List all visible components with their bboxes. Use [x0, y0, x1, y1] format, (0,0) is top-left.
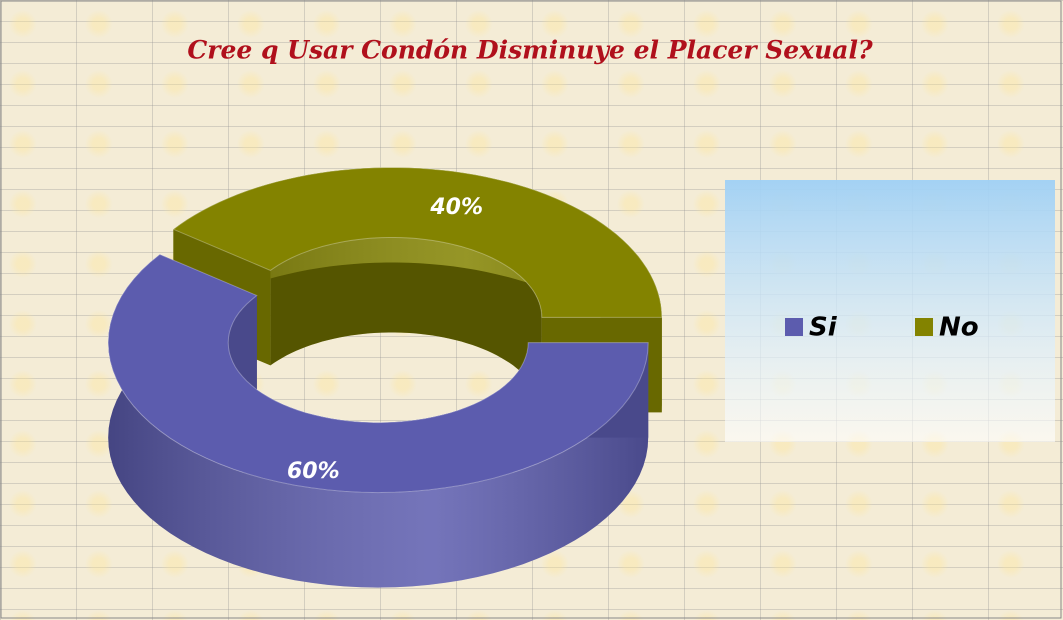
- legend-box: [725, 180, 1055, 442]
- data-label: 60%: [287, 459, 340, 484]
- legend-swatch: [785, 318, 803, 336]
- chart: Cree q Usar Condón Disminuye el Placer S…: [0, 0, 1063, 620]
- chart-title: Cree q Usar Condón Disminuye el Placer S…: [187, 36, 873, 65]
- legend: Si No: [725, 180, 1055, 442]
- legend-label: No: [939, 313, 979, 343]
- plot: 40% 60%: [108, 168, 662, 588]
- legend-label: Si: [809, 313, 838, 343]
- legend-swatch: [915, 318, 933, 336]
- data-label: 40%: [429, 195, 483, 220]
- chart-area: Cree q Usar Condón Disminuye el Placer S…: [0, 0, 1063, 620]
